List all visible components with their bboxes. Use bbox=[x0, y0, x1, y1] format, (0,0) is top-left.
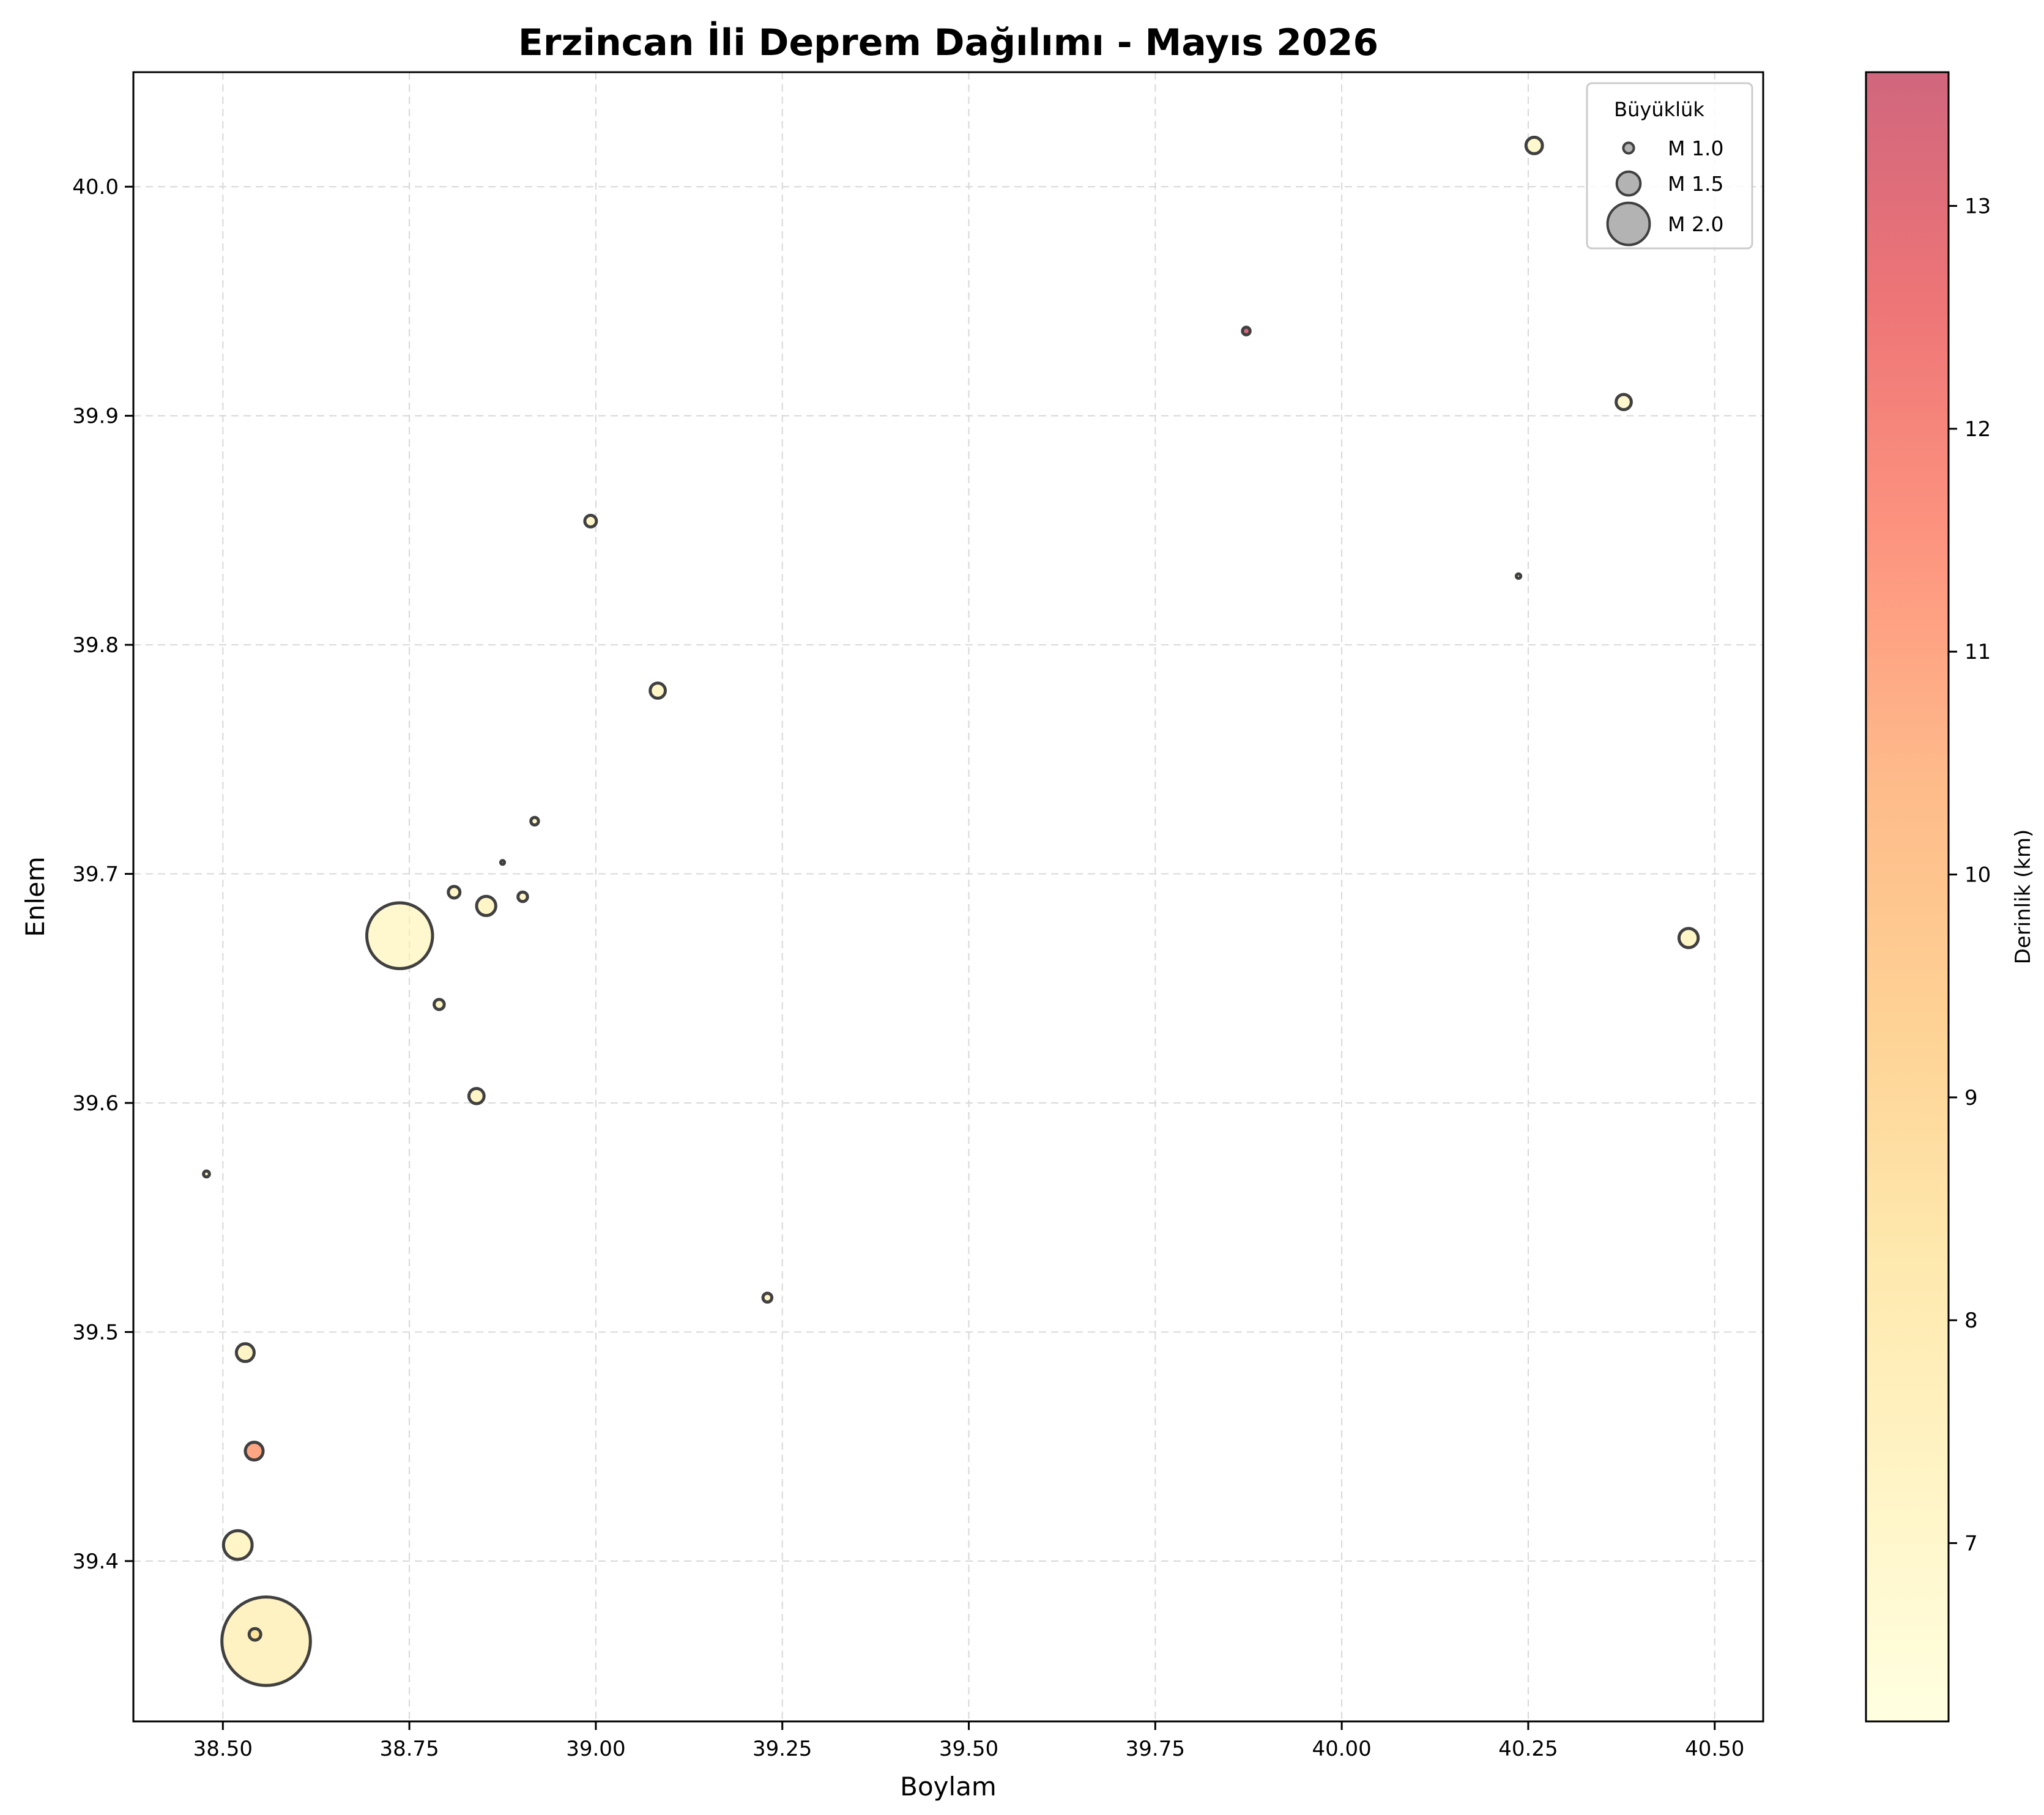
colorbar-label: Derinlik (km) bbox=[2011, 830, 2035, 965]
earthquake-point bbox=[761, 1291, 774, 1304]
y-tick-label: 39.5 bbox=[72, 1320, 119, 1345]
colorbar-tick-label: 11 bbox=[1964, 640, 1991, 664]
x-tick-label: 40.25 bbox=[1498, 1737, 1558, 1761]
x-axis-ticks: 38.50 38.75 39.00 39.25 39.50 39.75 40.00 40.25… bbox=[193, 1721, 1744, 1761]
earthquake-point bbox=[447, 885, 462, 900]
earthquake-point bbox=[499, 859, 507, 866]
earthquake-point bbox=[516, 890, 529, 904]
earthquake-point bbox=[529, 815, 540, 827]
earthquake-point bbox=[247, 1627, 262, 1642]
y-tick-label: 39.4 bbox=[72, 1550, 119, 1574]
depth-colorbar: 7 8 9 10 11 12 13 Derinlik (km) bbox=[1865, 71, 2035, 1723]
earthquake-point bbox=[365, 901, 434, 970]
legend-label: M 2.0 bbox=[1668, 212, 1723, 236]
earthquake-point bbox=[1677, 927, 1700, 949]
colorbar-tick-label: 7 bbox=[1964, 1532, 1978, 1556]
earthquake-point bbox=[467, 1086, 486, 1105]
data-points bbox=[202, 135, 1700, 1687]
earthquake-point bbox=[1241, 325, 1252, 336]
x-tick-label: 40.50 bbox=[1685, 1737, 1744, 1761]
earthquake-point bbox=[243, 1441, 265, 1462]
chart-title: Erzincan İli Deprem Dağılımı - Mayıs 202… bbox=[518, 20, 1378, 64]
y-tick-label: 39.6 bbox=[72, 1091, 119, 1116]
x-axis-label: Boylam bbox=[900, 1772, 997, 1802]
y-axis-ticks: 39.4 39.5 39.6 39.7 39.8 39.9 40.0 bbox=[72, 175, 133, 1574]
colorbar-tick-label: 8 bbox=[1964, 1308, 1978, 1333]
colorbar-tick-label: 10 bbox=[1964, 863, 1991, 888]
colorbar-tick-label: 9 bbox=[1964, 1086, 1978, 1110]
earthquake-point bbox=[1514, 572, 1523, 580]
earthquake-point bbox=[234, 1342, 256, 1364]
x-tick-label: 38.75 bbox=[379, 1737, 439, 1761]
legend-marker bbox=[1615, 170, 1642, 197]
earthquake-point bbox=[220, 1595, 312, 1687]
x-tick-label: 39.50 bbox=[939, 1737, 998, 1761]
y-axis-label: Enlem bbox=[20, 856, 50, 937]
legend-marker bbox=[1622, 141, 1635, 155]
legend-label: M 1.0 bbox=[1668, 136, 1723, 160]
earthquake-point bbox=[433, 998, 446, 1011]
colorbar-tick-label: 12 bbox=[1964, 417, 1991, 442]
x-tick-label: 38.50 bbox=[193, 1737, 253, 1761]
legend-marker bbox=[1606, 201, 1651, 247]
colorbar-gradient bbox=[1866, 72, 1949, 1721]
x-tick-label: 39.25 bbox=[753, 1737, 812, 1761]
earthquake-point bbox=[221, 1529, 254, 1561]
x-tick-label: 39.75 bbox=[1126, 1737, 1185, 1761]
earthquake-point bbox=[1524, 135, 1544, 155]
legend-label: M 1.5 bbox=[1668, 172, 1723, 196]
earthquake-point bbox=[202, 1169, 211, 1179]
legend-title: Büyüklük bbox=[1614, 98, 1704, 121]
colorbar-tick-label: 13 bbox=[1964, 195, 1991, 219]
earthquake-point bbox=[1615, 393, 1633, 412]
earthquake-point bbox=[475, 894, 497, 918]
y-tick-label: 39.9 bbox=[72, 404, 119, 429]
grid-lines bbox=[133, 72, 1763, 1721]
y-tick-label: 40.0 bbox=[72, 175, 119, 199]
plot-frame bbox=[132, 71, 1764, 1723]
earthquake-point bbox=[583, 513, 598, 529]
y-tick-label: 39.8 bbox=[72, 633, 119, 658]
y-tick-label: 39.7 bbox=[72, 863, 119, 887]
size-legend: Büyüklük M 1.0 M 1.5 M 2.0 bbox=[1586, 82, 1753, 250]
earthquake-point bbox=[649, 681, 667, 700]
x-tick-label: 40.00 bbox=[1312, 1737, 1371, 1761]
x-tick-label: 39.00 bbox=[566, 1737, 625, 1761]
colorbar-frame bbox=[1865, 71, 1950, 1723]
